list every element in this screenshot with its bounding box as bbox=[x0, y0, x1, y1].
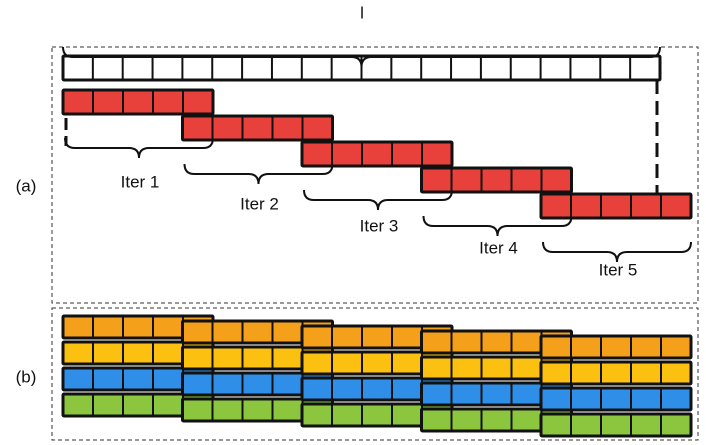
window-block bbox=[61, 88, 215, 116]
brace bbox=[64, 137, 214, 159]
window-block bbox=[539, 192, 693, 220]
brace bbox=[62, 46, 661, 68]
iteration-label: Iter 4 bbox=[479, 238, 518, 257]
window-block bbox=[420, 166, 573, 194]
feature-block bbox=[539, 386, 693, 412]
brace bbox=[183, 163, 334, 185]
feature-block bbox=[539, 412, 693, 438]
iteration-label: Iter 1 bbox=[121, 172, 160, 191]
window-block bbox=[181, 114, 334, 142]
brace bbox=[303, 189, 453, 211]
iteration-label: Iter 5 bbox=[599, 260, 638, 279]
panel-a-label: (a) bbox=[16, 176, 37, 195]
length-label: l bbox=[360, 3, 364, 22]
panel-b-label: (b) bbox=[16, 367, 37, 386]
brace bbox=[422, 215, 573, 237]
panel-b-frame bbox=[51, 307, 699, 441]
feature-block bbox=[539, 360, 693, 386]
panel-a-frame bbox=[51, 46, 699, 304]
window-block bbox=[300, 140, 454, 168]
brace bbox=[542, 241, 692, 263]
iteration-label: Iter 2 bbox=[240, 194, 279, 213]
iteration-label: Iter 3 bbox=[360, 216, 399, 235]
feature-block bbox=[539, 334, 693, 360]
